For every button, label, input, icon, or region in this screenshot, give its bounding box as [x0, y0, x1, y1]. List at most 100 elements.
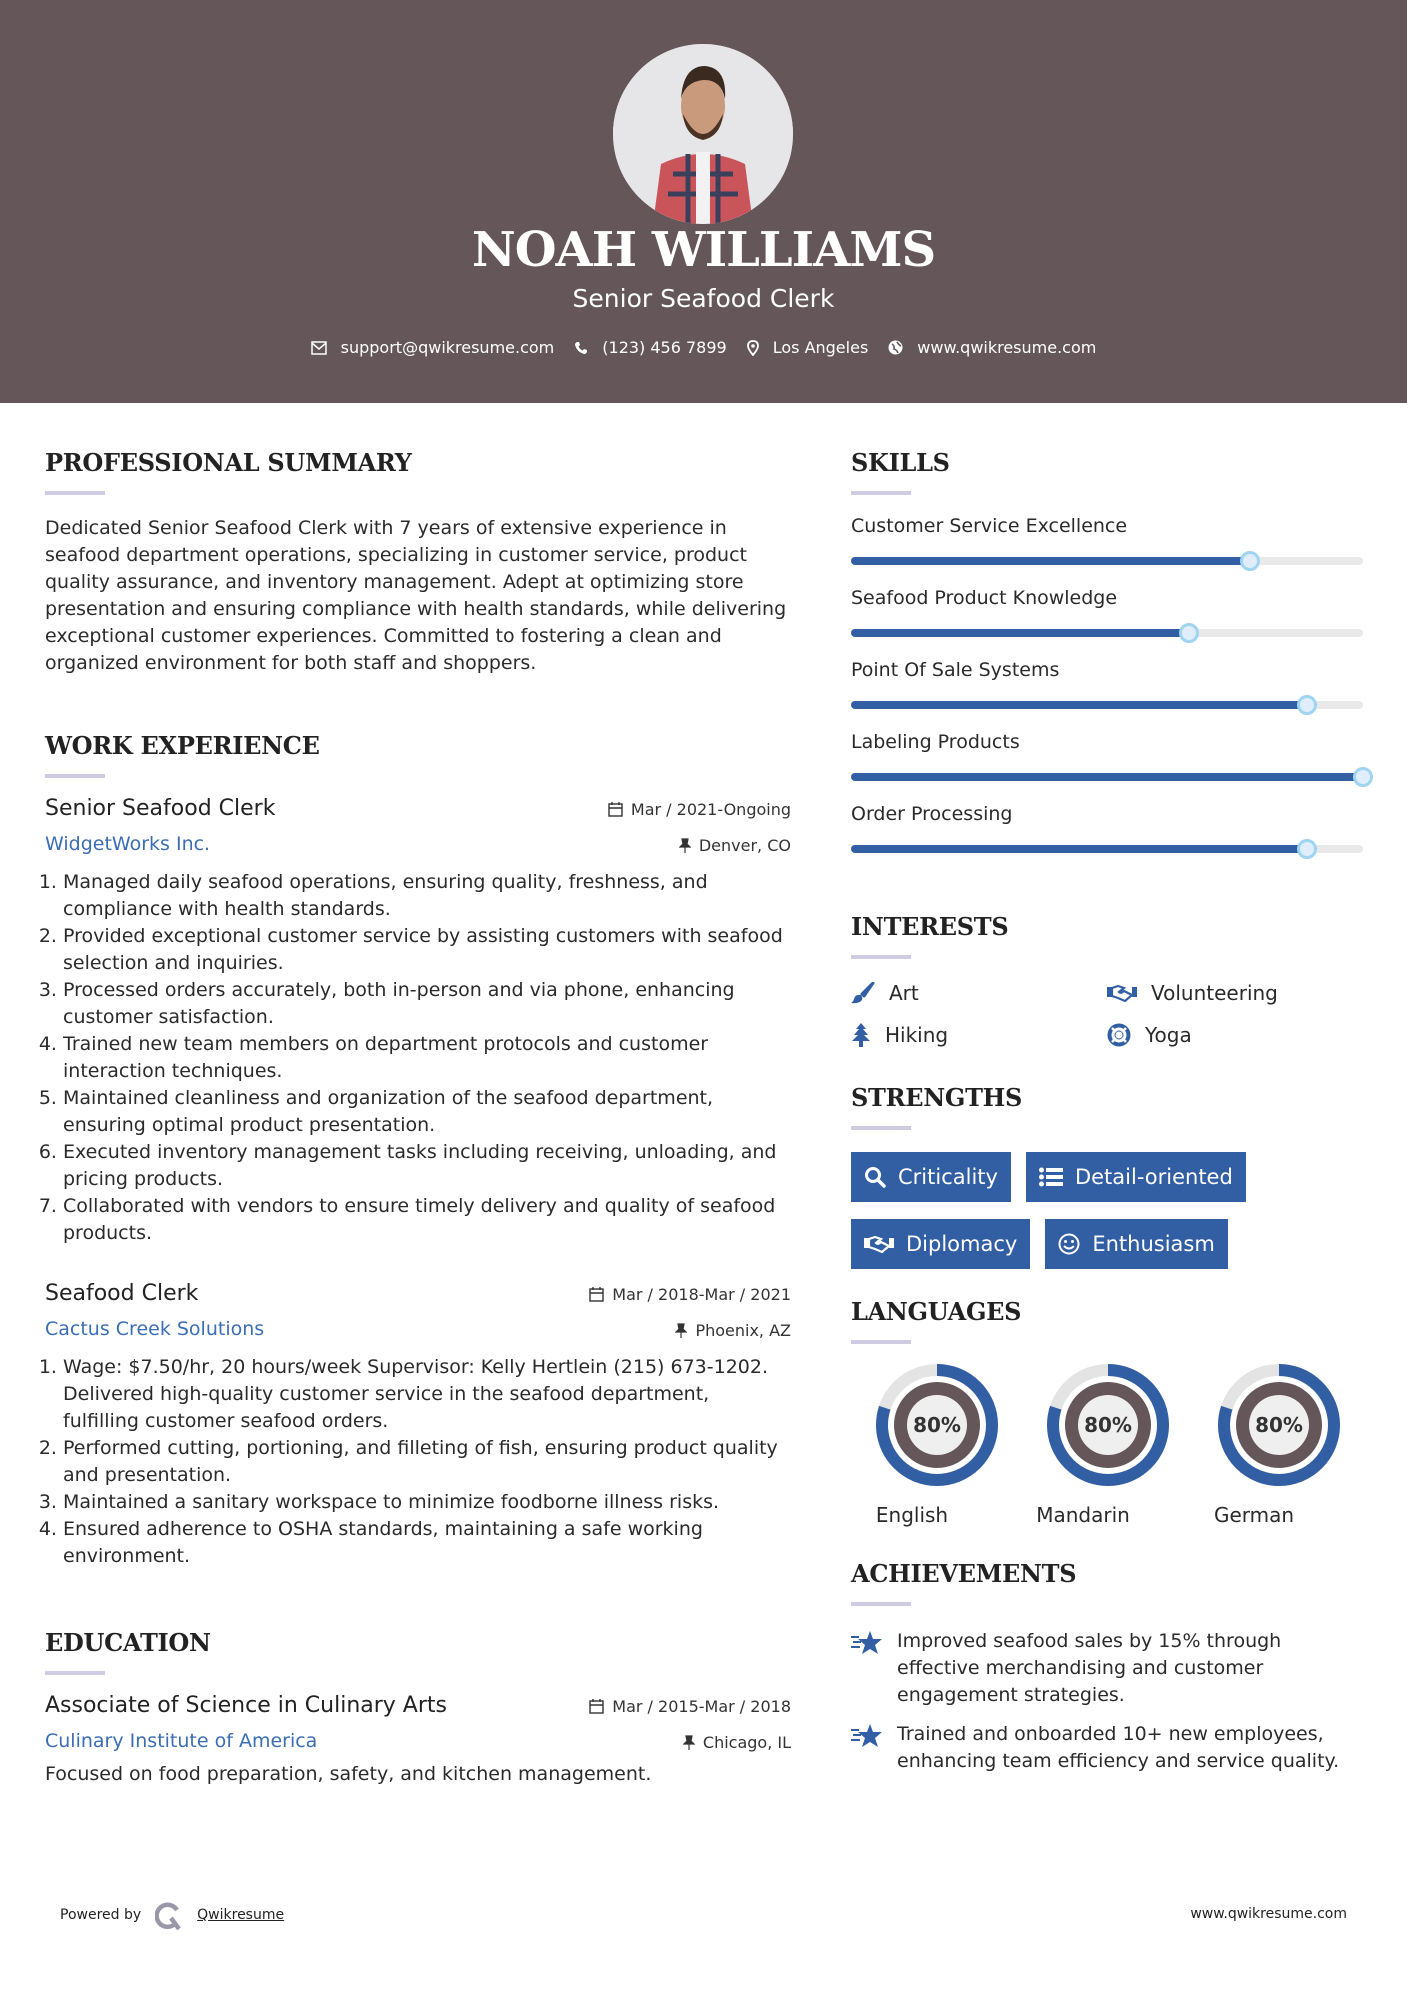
job-entry: Senior Seafood Clerk Mar / 2021-Ongoing …: [45, 796, 791, 1247]
skill-bar: [851, 623, 1363, 643]
handshake-icon: [864, 1235, 894, 1254]
heading-underline: [45, 774, 105, 778]
star-achievement-icon: [851, 1724, 882, 1747]
contact-phone[interactable]: (123) 456 7899: [574, 338, 727, 357]
education-description: Focused on food preparation, safety, and…: [45, 1763, 652, 1785]
skill-item: Labeling Products: [851, 731, 1373, 787]
footer-url[interactable]: www.qwikresume.com: [1190, 1906, 1347, 1922]
skill-bar: [851, 767, 1373, 787]
achievements-heading: ACHIEVEMENTS: [851, 1559, 1077, 1588]
language-item: 80% English: [851, 1364, 1022, 1527]
interest-item: Volunteering: [1107, 981, 1363, 1005]
skill-item: Customer Service Excellence: [851, 515, 1363, 571]
calendar-icon: [589, 1699, 604, 1714]
paintbrush-icon: [851, 982, 875, 1004]
language-percent: 80%: [913, 1413, 961, 1437]
strength-chip: Criticality: [851, 1152, 1011, 1202]
calendar-icon: [589, 1287, 604, 1302]
skill-bar-fill: [851, 557, 1251, 565]
phone-icon: [575, 341, 588, 354]
language-item: 80% German: [1193, 1364, 1364, 1527]
candidate-title: Senior Seafood Clerk: [572, 284, 835, 313]
language-name: English: [875, 1503, 949, 1527]
profile-photo: [613, 44, 793, 224]
strength-chip: Diplomacy: [851, 1219, 1031, 1269]
interests-heading: INTERESTS: [851, 912, 1009, 941]
list-icon: [1038, 1167, 1063, 1187]
qwikresume-link[interactable]: Qwikresume: [197, 1907, 285, 1923]
summary-heading: PROFESSIONAL SUMMARY: [45, 448, 412, 477]
duty-item: Wage: $7.50/hr, 20 hours/week Supervisor…: [63, 1354, 791, 1435]
qwikresume-logo-icon: [155, 1902, 181, 1930]
achievement-item: Trained and onboarded 10+ new employees,…: [851, 1721, 1363, 1775]
skill-item: Point Of Sale Systems: [851, 659, 1363, 715]
star-achievement-icon: [851, 1631, 882, 1654]
skill-name: Seafood Product Knowledge: [851, 587, 1118, 609]
job-duties: Wage: $7.50/hr, 20 hours/week Supervisor…: [45, 1354, 791, 1570]
language-donut: 80%: [875, 1364, 998, 1486]
summary-section: PROFESSIONAL SUMMARY Dedicated Senior Se…: [45, 448, 790, 677]
company-name[interactable]: Cactus Creek Solutions: [45, 1318, 265, 1340]
heading-underline: [851, 1602, 911, 1606]
job-location: Denver, CO: [698, 836, 791, 855]
header: NOAH WILLIAMS Senior Seafood Clerk suppo…: [0, 0, 1407, 403]
strengths-section: STRENGTHS Criticality Detail-oriented Di…: [851, 1083, 1363, 1269]
interest-item: Hiking: [851, 1023, 1107, 1047]
interests-section: INTERESTS Art Volunteering Hiking Yoga: [851, 912, 1363, 1047]
skill-bar-fill: [851, 845, 1307, 853]
skill-bar-fill: [851, 629, 1189, 637]
skill-bar-fill: [851, 701, 1307, 709]
language-donut: 80%: [1046, 1364, 1169, 1486]
job-location: Phoenix, AZ: [695, 1321, 791, 1340]
heading-underline: [851, 491, 911, 495]
job-date: Mar / 2018-Mar / 2021: [612, 1285, 791, 1304]
education-date: Mar / 2015-Mar / 2018: [612, 1697, 791, 1716]
job-entry: Seafood Clerk Mar / 2018-Mar / 2021 Cact…: [45, 1281, 791, 1570]
language-donut-fill: [1217, 1364, 1340, 1486]
heading-underline: [45, 1671, 105, 1675]
job-title: Seafood Clerk: [45, 1281, 199, 1306]
language-donut-fill: [875, 1364, 998, 1486]
contact-bar: support@qwikresume.com (123) 456 7899 Lo…: [0, 338, 1407, 357]
heading-underline: [851, 1126, 911, 1130]
contact-email[interactable]: support@qwikresume.com: [310, 338, 554, 357]
contact-website[interactable]: www.qwikresume.com: [888, 338, 1096, 357]
education-section: EDUCATION Associate of Science in Culina…: [45, 1628, 791, 1788]
skill-bar-knob: [1296, 839, 1317, 859]
skill-name: Labeling Products: [851, 731, 1020, 753]
duty-item: Maintained a sanitary workspace to minim…: [63, 1489, 791, 1516]
skill-bar-fill: [851, 773, 1363, 781]
experience-heading: WORK EXPERIENCE: [45, 731, 320, 760]
company-name[interactable]: WidgetWorks Inc.: [45, 833, 211, 855]
interest-item: Yoga: [1107, 1023, 1363, 1047]
duty-item: Collaborated with vendors to ensure time…: [63, 1193, 791, 1247]
language-item: 80% Mandarin: [1022, 1364, 1193, 1527]
education-heading: EDUCATION: [45, 1628, 211, 1657]
skill-bar-knob: [1240, 551, 1261, 571]
interest-item: Art: [851, 981, 1107, 1005]
experience-section: WORK EXPERIENCE Senior Seafood Clerk Mar…: [45, 731, 791, 1570]
summary-text: Dedicated Senior Seafood Clerk with 7 ye…: [45, 517, 787, 674]
interests-list: Art Volunteering Hiking Yoga: [851, 981, 1363, 1047]
skill-item: Seafood Product Knowledge: [851, 587, 1363, 643]
pin-icon: [675, 1323, 688, 1338]
education-location: Chicago, IL: [702, 1733, 791, 1752]
skill-bar: [851, 551, 1363, 571]
pin-icon: [678, 838, 691, 853]
duty-item: Ensured adherence to OSHA standards, mai…: [63, 1516, 791, 1570]
achievement-item: Improved seafood sales by 15% through ef…: [851, 1628, 1363, 1709]
heading-underline: [851, 955, 911, 959]
calendar-icon: [608, 802, 623, 817]
school-name[interactable]: Culinary Institute of America: [45, 1730, 318, 1752]
degree-title: Associate of Science in Culinary Arts: [45, 1693, 447, 1718]
strengths-list: Criticality Detail-oriented Diplomacy En…: [851, 1152, 1363, 1269]
powered-by-label: Powered by: [60, 1907, 142, 1923]
languages-section: LANGUAGES 80% English 80% Mandarin 80% G…: [851, 1297, 1363, 1527]
heading-underline: [851, 1340, 911, 1344]
strengths-heading: STRENGTHS: [851, 1083, 1023, 1112]
duty-item: Performed cutting, portioning, and fille…: [63, 1435, 791, 1489]
languages-list: 80% English 80% Mandarin 80% German: [851, 1364, 1363, 1527]
duty-item: Provided exceptional customer service by…: [63, 923, 791, 977]
skill-item: Order Processing: [851, 803, 1363, 859]
contact-location: Los Angeles: [746, 338, 868, 357]
